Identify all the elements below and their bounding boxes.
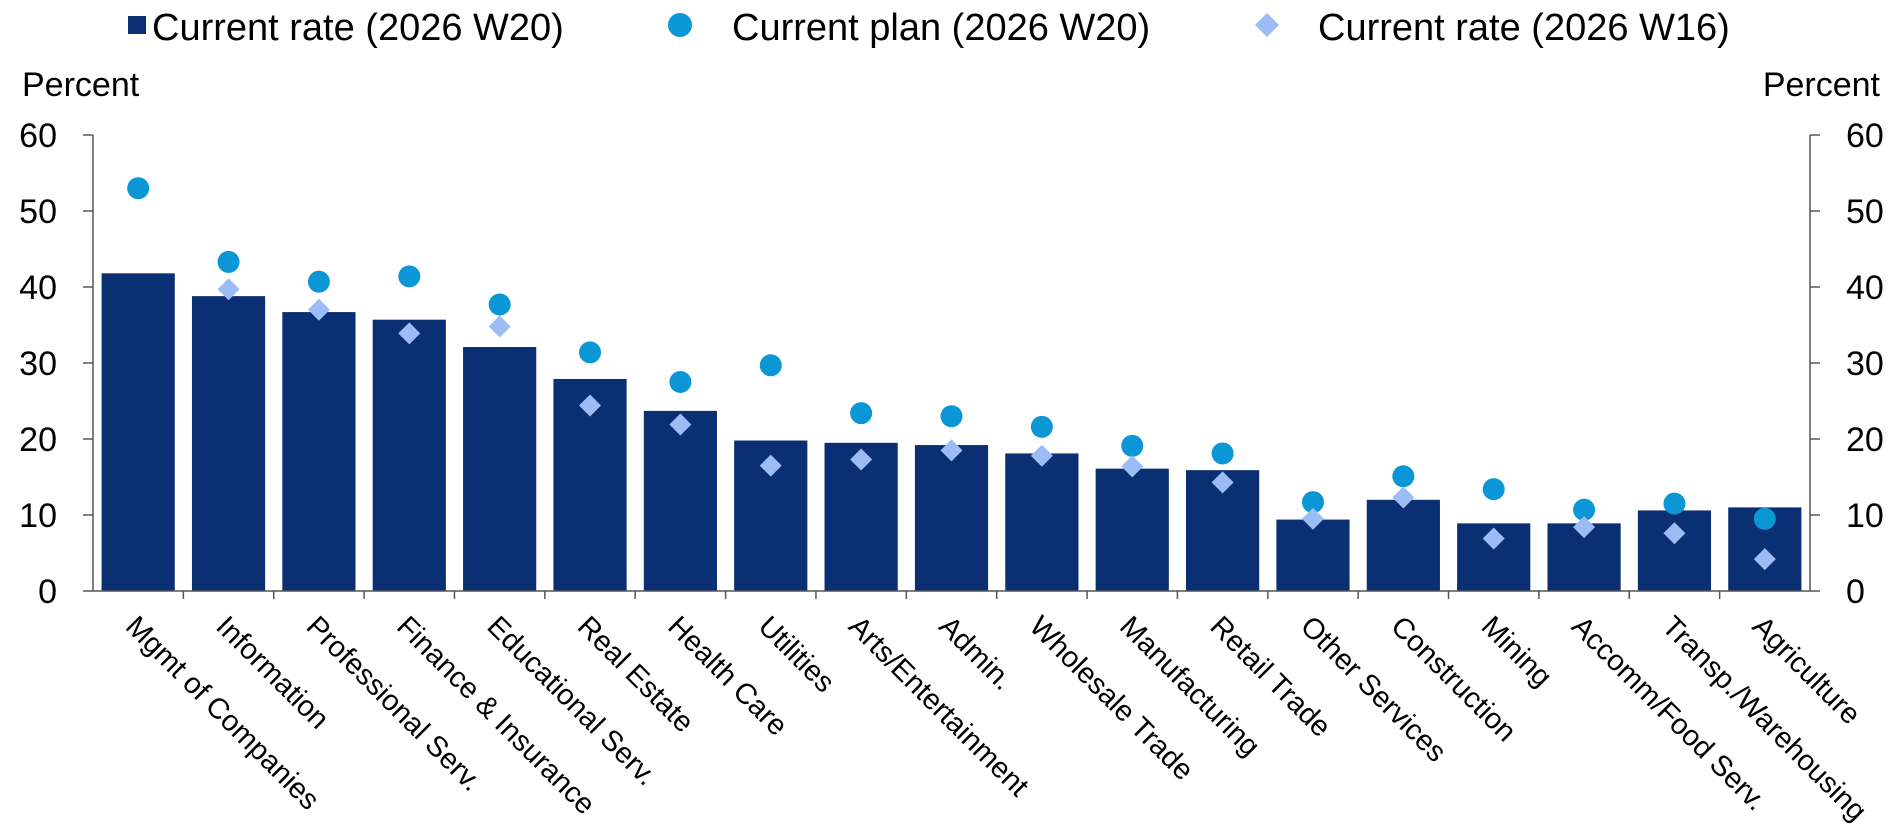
- legend: Current rate (2026 W20) Current plan (20…: [128, 7, 1730, 49]
- right-axis-title: Percent: [1763, 66, 1881, 104]
- left-tick-label: 10: [19, 497, 57, 535]
- bar: [373, 320, 446, 591]
- bar: [1005, 453, 1078, 591]
- legend-swatch-current-rate-w16: [1255, 13, 1279, 37]
- bar: [1096, 469, 1169, 591]
- category-label: Mining: [1475, 610, 1558, 693]
- right-tick-label: 50: [1846, 193, 1884, 231]
- plan-marker: [489, 293, 511, 315]
- right-tick-label: 60: [1846, 117, 1884, 155]
- plan-marker: [850, 402, 872, 424]
- plan-marker: [941, 405, 963, 427]
- right-axis: 0 10 20 30 40 50 60: [1810, 117, 1884, 611]
- plan-marker: [1663, 493, 1685, 515]
- right-tick-label: 0: [1846, 573, 1865, 611]
- left-tick-label: 30: [19, 345, 57, 383]
- plan-marker: [1212, 442, 1234, 464]
- category-label: Educational Serv.: [481, 610, 663, 792]
- right-tick-label: 20: [1846, 421, 1884, 459]
- bars: [102, 273, 1802, 591]
- plan-marker: [579, 341, 601, 363]
- category-label: Utilities: [752, 610, 841, 699]
- plan-marker: [398, 265, 420, 287]
- plan-marker: [218, 251, 240, 273]
- legend-swatch-current-plan-w20: [668, 13, 692, 37]
- plan-marker: [1483, 478, 1505, 500]
- w16-rate-marker: [489, 316, 511, 338]
- bar: [463, 347, 536, 591]
- left-tick-label: 60: [19, 117, 57, 155]
- plan-marker: [127, 177, 149, 199]
- plan-marker: [760, 354, 782, 376]
- x-axis: [93, 591, 1810, 599]
- bar: [915, 445, 988, 591]
- plan-marker: [1392, 465, 1414, 487]
- category-labels: Mgmt of CompaniesInformationProfessional…: [119, 610, 1872, 825]
- legend-label-current-rate-w20: Current rate (2026 W20): [152, 7, 564, 49]
- right-tick-label: 30: [1846, 345, 1884, 383]
- plan-marker: [1031, 416, 1053, 438]
- legend-label-current-plan-w20: Current plan (2026 W20): [732, 7, 1150, 49]
- left-axis-title: Percent: [22, 66, 140, 104]
- bar: [282, 312, 355, 591]
- category-label: Professional Serv.: [300, 610, 488, 798]
- bar: [102, 273, 175, 591]
- legend-label-current-rate-w16: Current rate (2026 W16): [1318, 7, 1730, 49]
- left-tick-label: 20: [19, 421, 57, 459]
- category-label: Wholesale Trade: [1023, 610, 1200, 787]
- bar: [192, 296, 265, 591]
- right-tick-label: 10: [1846, 497, 1884, 535]
- category-label: Admin.: [933, 610, 1019, 696]
- left-tick-label: 50: [19, 193, 57, 231]
- bar: [1276, 520, 1349, 591]
- left-tick-label: 40: [19, 269, 57, 307]
- legend-swatch-current-rate-w20: [128, 16, 146, 34]
- plan-marker: [308, 271, 330, 293]
- right-tick-label: 40: [1846, 269, 1884, 307]
- plan-marker: [1121, 435, 1143, 457]
- bar: [1367, 500, 1440, 591]
- bar: [644, 411, 717, 591]
- left-axis: 0 10 20 30 40 50 60: [19, 117, 93, 611]
- plan-marker: [669, 371, 691, 393]
- plan-marker: [1754, 508, 1776, 530]
- left-tick-label: 0: [38, 573, 57, 611]
- category-label: Arts/Entertainment: [842, 610, 1034, 802]
